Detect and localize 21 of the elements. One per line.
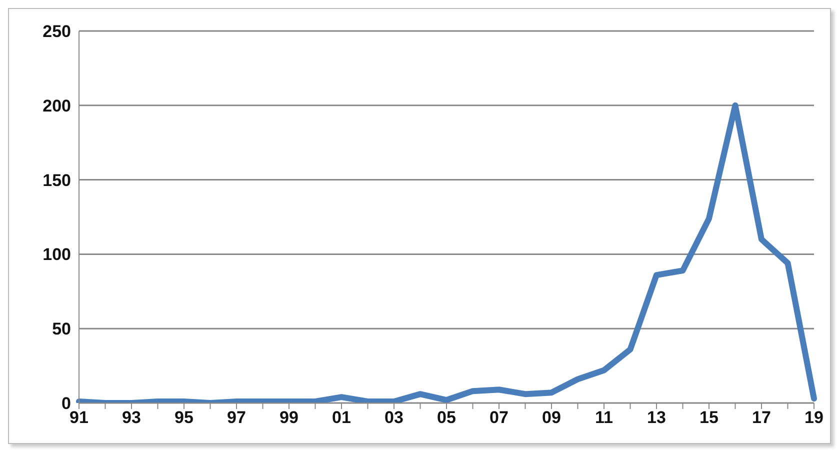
x-tick-label: 91 bbox=[70, 408, 88, 428]
x-tick-label: 03 bbox=[384, 408, 404, 428]
y-tick-label: 150 bbox=[42, 170, 71, 190]
y-tick-label: 200 bbox=[42, 96, 71, 116]
x-tick-label: 05 bbox=[437, 408, 456, 428]
x-tick-label: 17 bbox=[752, 408, 771, 428]
x-tick-label: 01 bbox=[332, 408, 351, 428]
x-tick-label: 95 bbox=[174, 408, 194, 428]
x-tick-label: 19 bbox=[804, 408, 824, 428]
y-tick-label: 250 bbox=[42, 22, 71, 42]
x-tick-label: 07 bbox=[490, 408, 508, 428]
x-tick-label: 11 bbox=[595, 408, 613, 428]
y-tick-label: 0 bbox=[62, 394, 71, 414]
x-tick-label: 99 bbox=[280, 408, 298, 428]
y-tick-label: 50 bbox=[52, 320, 71, 339]
x-tick-label: 15 bbox=[700, 408, 718, 428]
x-tick-label: 97 bbox=[227, 408, 246, 428]
x-tick-label: 93 bbox=[122, 408, 141, 428]
y-tick-label: 100 bbox=[42, 245, 71, 264]
x-tick-label: 13 bbox=[647, 408, 666, 428]
x-tick-label: 09 bbox=[542, 408, 561, 428]
